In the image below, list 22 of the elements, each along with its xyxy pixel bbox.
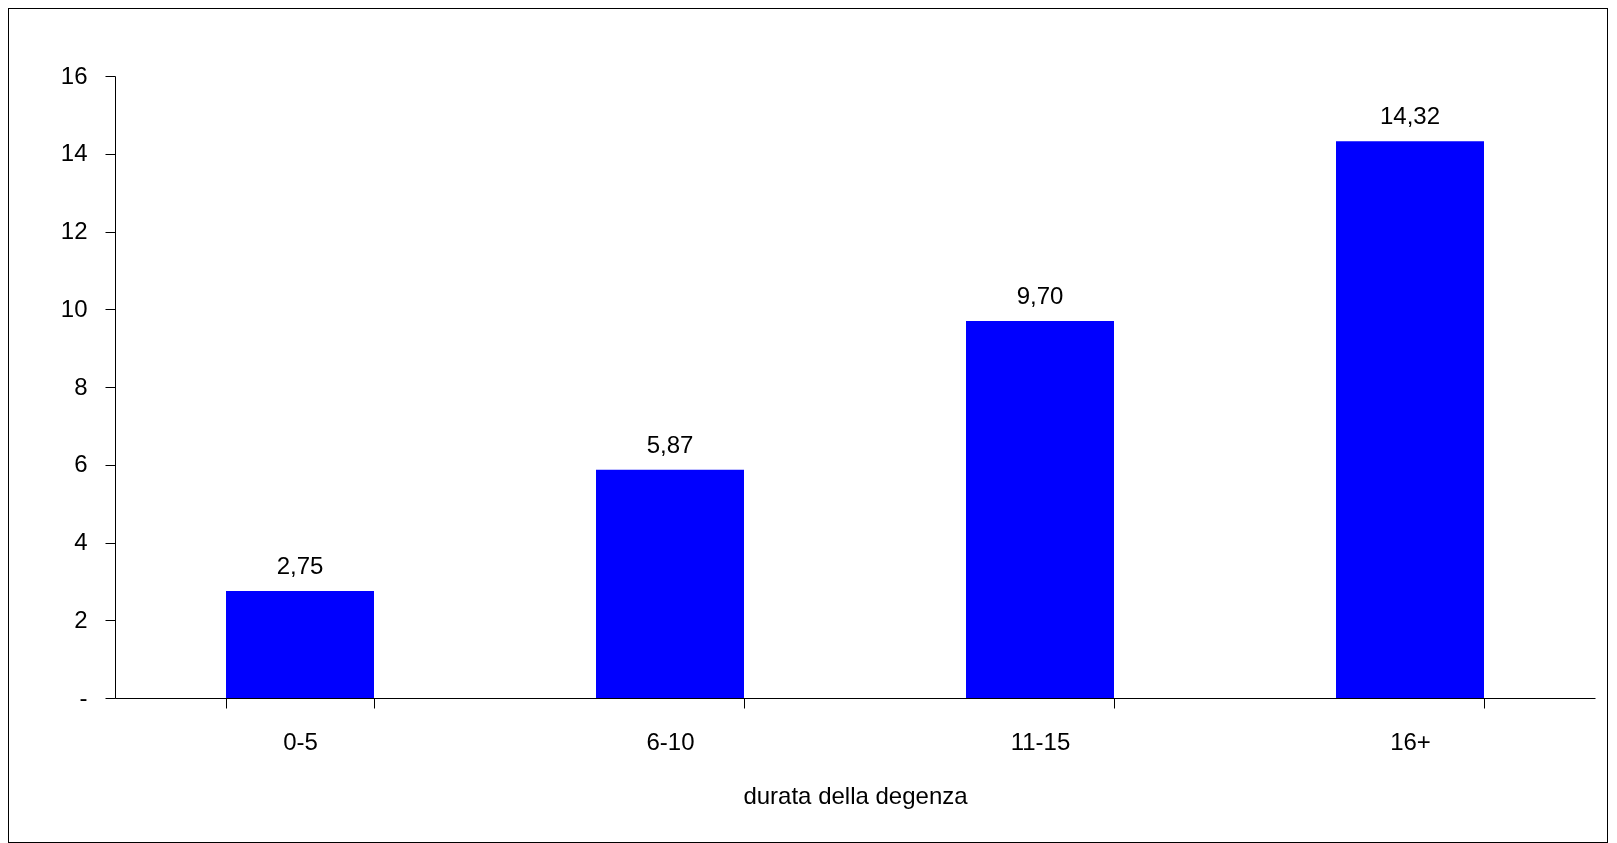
data-label: 5,87: [646, 430, 694, 458]
bar: [596, 469, 744, 698]
bar: [966, 320, 1114, 698]
data-label: 14,32: [1379, 102, 1441, 130]
x-tick-label: 6-10: [646, 727, 695, 755]
x-axis-title: durata della degenza: [743, 781, 969, 809]
x-tick-label: 11-15: [1010, 727, 1071, 755]
y-tick-label: 16: [60, 61, 88, 89]
y-tick-label: 14: [60, 139, 88, 167]
y-tick-label: 4: [74, 528, 88, 555]
data-label: 2,75: [276, 552, 324, 580]
y-tick-label: 10: [60, 294, 88, 322]
y-tick-label: 12: [60, 217, 88, 244]
x-tick-label: 16+: [1390, 727, 1431, 755]
bar: [1336, 141, 1484, 698]
y-tick-label: -: [79, 683, 88, 711]
y-tick-label: 2: [74, 605, 88, 633]
bar: [226, 591, 374, 698]
y-tick-label: 8: [74, 372, 88, 400]
data-label: 9,70: [1016, 281, 1064, 309]
y-tick-label: 6: [74, 450, 88, 478]
x-tick-label: 0-5: [283, 727, 318, 755]
